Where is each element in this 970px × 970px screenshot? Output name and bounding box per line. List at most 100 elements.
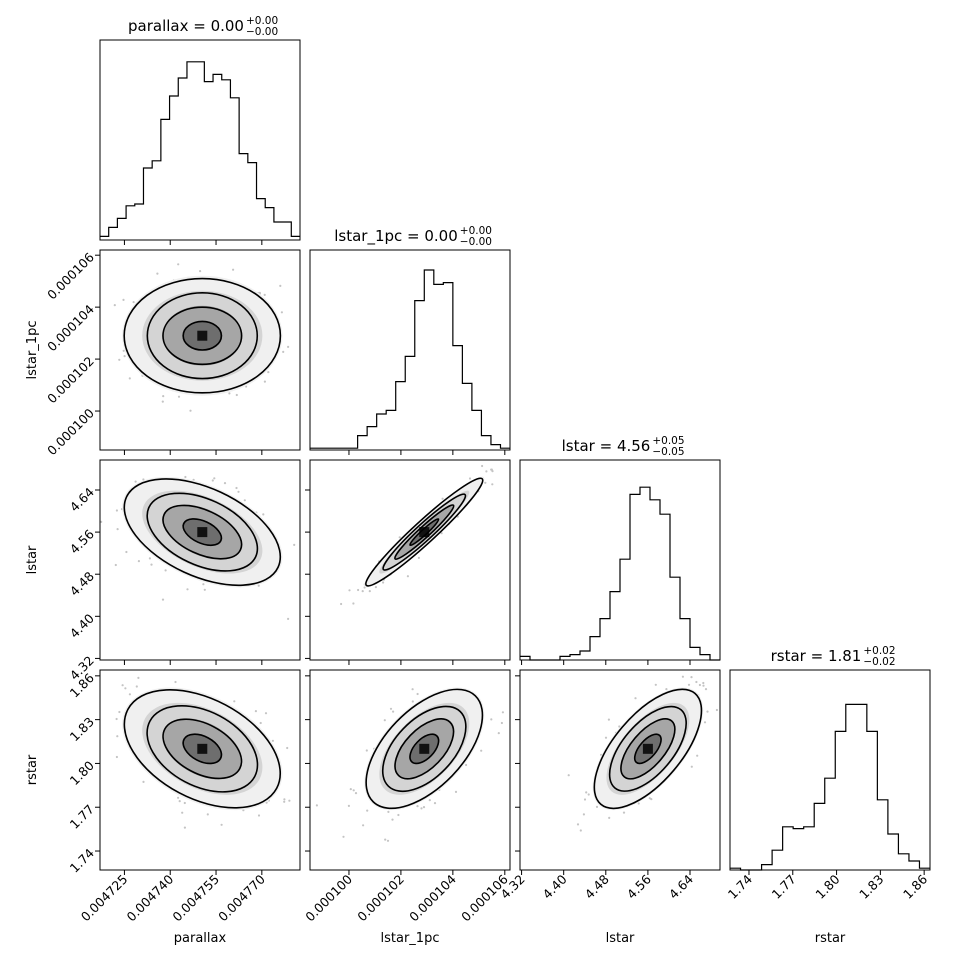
hist-bin	[680, 619, 690, 660]
hist-step-line	[730, 703, 930, 871]
sample-point	[233, 700, 236, 703]
hist-bin	[600, 619, 610, 660]
hist-bin	[367, 427, 377, 450]
hist-bin	[835, 731, 846, 870]
hist-bin	[152, 161, 161, 240]
sample-point	[654, 683, 657, 686]
sample-point	[387, 810, 390, 814]
contour-line	[409, 518, 440, 547]
panel-lstar_1pc-vs-parallax	[113, 263, 290, 412]
sample-point	[347, 804, 350, 808]
sample-point	[583, 798, 587, 801]
hist-bin	[472, 410, 482, 450]
sample-point	[485, 470, 488, 473]
hist-bin	[126, 206, 135, 240]
hist-step-line	[520, 486, 720, 661]
title-value: lstar_1pc = 0.00	[334, 227, 458, 246]
y-tick-label: 0.000102	[44, 353, 97, 406]
sample-point	[161, 598, 165, 601]
axes-frame	[99, 39, 301, 241]
sample-point	[382, 581, 385, 584]
sample-point	[491, 483, 494, 486]
sample-point	[481, 464, 484, 468]
hist-bin	[690, 647, 700, 660]
axes-frame	[309, 249, 511, 451]
sample-point	[257, 584, 260, 587]
sample-point	[480, 749, 483, 752]
sample-point	[702, 684, 705, 687]
y-tick-label: 1.80	[67, 758, 97, 788]
hist-bin	[620, 559, 630, 660]
x-tick-label: 0.000102	[354, 872, 407, 925]
sample-point	[608, 816, 611, 820]
sample-point	[184, 475, 187, 479]
sample-point	[352, 602, 355, 605]
sample-point	[262, 513, 265, 516]
hist-bin	[898, 854, 909, 870]
sample-point	[342, 835, 345, 838]
sample-point	[134, 480, 137, 483]
sample-point	[122, 349, 125, 352]
hist-bin	[204, 82, 213, 240]
hist-bin	[230, 98, 239, 240]
hist-bin	[650, 500, 660, 660]
sample-point	[386, 839, 390, 842]
sample-point	[257, 814, 261, 817]
x-axis-label: lstar	[606, 931, 635, 946]
hist-bin	[630, 494, 640, 660]
axes-frame	[99, 249, 301, 451]
sample-point	[340, 602, 343, 606]
hist-bin	[274, 222, 283, 240]
contour-line	[123, 478, 282, 587]
contour-line	[365, 688, 484, 810]
sample-point	[279, 284, 282, 287]
sample-point	[618, 725, 621, 728]
sample-point	[687, 683, 691, 686]
axes-frame	[519, 669, 721, 871]
title-upper-error: +0.00	[246, 15, 278, 27]
contour-line	[620, 718, 676, 780]
y-tick-label: 4.48	[67, 569, 97, 599]
x-tick-label: 0.004725	[78, 872, 131, 925]
sample-point	[567, 774, 570, 777]
sample-point	[132, 301, 135, 304]
y-tick-label: 0.000106	[44, 250, 97, 303]
sample-point	[282, 350, 285, 353]
y-tick-label: 1.74	[67, 845, 97, 875]
y-axis-label: rstar	[25, 754, 40, 785]
sample-point	[237, 490, 240, 493]
hist-bin	[213, 74, 222, 240]
contour-line	[162, 306, 243, 366]
histogram-parallax	[100, 61, 300, 240]
panel-lstar-vs-lstar_1pc	[340, 464, 494, 606]
sample-point	[428, 799, 431, 802]
hist-bin	[434, 284, 444, 450]
hist-bin	[481, 436, 491, 450]
x-tick-label: 1.86	[900, 871, 930, 901]
sample-point	[287, 345, 290, 348]
title-lower-error: −0.05	[652, 446, 684, 458]
sample-point	[135, 685, 138, 688]
sample-point	[392, 710, 395, 713]
histogram-lstar_1pc	[310, 269, 510, 450]
sample-point	[420, 807, 423, 810]
sample-point	[267, 371, 270, 374]
sample-point	[468, 477, 472, 480]
sample-point	[122, 298, 125, 301]
contour-line	[123, 277, 282, 394]
sample-point	[174, 680, 177, 684]
hist-bin	[783, 827, 794, 870]
sample-point	[368, 590, 371, 593]
density-peak	[197, 527, 208, 538]
sample-point	[162, 395, 165, 398]
sample-point	[115, 717, 118, 721]
panel-title-lstar_1pc: lstar_1pc = 0.00 +0.00−0.00	[334, 225, 492, 248]
sample-point	[181, 811, 184, 814]
sample-point	[177, 395, 181, 398]
hist-bin	[405, 356, 415, 450]
x-tick-label: 0.004770	[215, 871, 268, 924]
contour-line	[182, 733, 223, 765]
sample-point	[178, 800, 181, 803]
panel-title-lstar: lstar = 4.56 +0.05−0.05	[562, 435, 685, 458]
sample-point	[148, 557, 151, 560]
